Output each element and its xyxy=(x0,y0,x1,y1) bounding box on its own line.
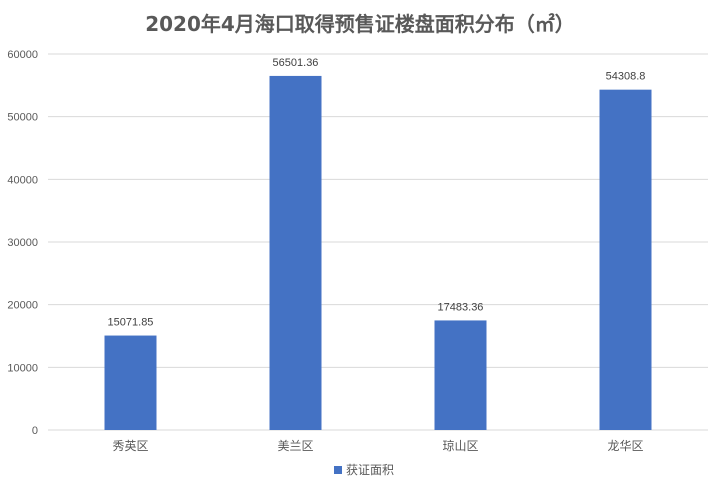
bar xyxy=(104,335,157,430)
data-label: 56501.36 xyxy=(273,57,319,69)
bars xyxy=(104,75,652,431)
legend-label: 获证面积 xyxy=(346,463,394,477)
y-tick-label: 20000 xyxy=(7,300,38,312)
bar xyxy=(434,320,487,430)
gridlines xyxy=(48,53,708,431)
y-tick-label: 50000 xyxy=(7,112,38,124)
y-tick-label: 10000 xyxy=(7,362,38,374)
x-category-label: 龙华区 xyxy=(607,439,643,453)
x-category-label: 美兰区 xyxy=(277,439,313,453)
legend: 获证面积 xyxy=(334,463,394,477)
chart-title: 2020年4月海口取得预售证楼盘面积分布（㎡） xyxy=(145,12,575,36)
x-category-label: 琼山区 xyxy=(442,438,478,453)
x-category-label: 秀英区 xyxy=(112,439,148,453)
y-tick-label: 60000 xyxy=(7,49,38,61)
data-label: 54308.8 xyxy=(606,71,646,83)
y-tick-label: 40000 xyxy=(7,174,38,186)
data-label: 15071.85 xyxy=(108,317,154,329)
y-tick-label: 30000 xyxy=(7,237,38,249)
data-labels: 15071.85 56501.36 17483.36 54308.8 xyxy=(108,57,646,329)
data-label: 17483.36 xyxy=(438,301,484,313)
x-axis-categories: 秀英区 美兰区 琼山区 龙华区 xyxy=(112,438,643,453)
bar xyxy=(599,89,652,430)
y-axis-ticks: 0 10000 20000 30000 40000 50000 60000 xyxy=(7,49,38,437)
y-tick-label: 0 xyxy=(32,425,38,437)
legend-swatch xyxy=(334,466,342,474)
bar xyxy=(269,75,322,431)
